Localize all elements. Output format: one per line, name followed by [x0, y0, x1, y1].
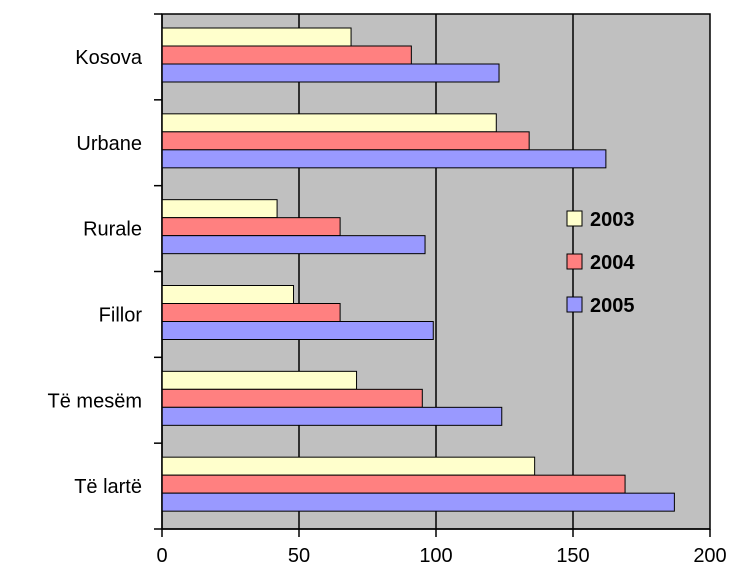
legend-swatch-2005 — [566, 296, 583, 313]
gridlines — [298, 14, 574, 529]
category-labels: Kosova Urbane Rurale Fillor Të mesëm Të lartë — [48, 47, 143, 498]
bar-3-2003 — [161, 199, 278, 219]
bar-6-2005 — [161, 492, 675, 512]
category-label: Të lartë — [74, 476, 142, 498]
category-label: Kosova — [75, 47, 143, 69]
category-label: Rurale — [83, 219, 142, 241]
tick-labels: 0 50 100 150 200 — [156, 545, 726, 567]
x-tick-label: 100 — [419, 545, 452, 567]
bar-2-2005 — [161, 149, 607, 169]
bars — [161, 27, 675, 512]
category-label: Të mesëm — [48, 390, 142, 412]
bar-6-2003 — [161, 456, 536, 476]
bar-1-2004 — [161, 45, 412, 65]
axes — [154, 13, 711, 537]
legend-swatch-2004 — [566, 253, 583, 270]
bar-2-2003 — [161, 113, 497, 133]
legend: 2003 2004 2005 — [566, 209, 635, 317]
bar-1-2003 — [161, 27, 352, 47]
bar-4-2003 — [161, 285, 295, 304]
bar-5-2003 — [161, 370, 358, 390]
bar-5-2005 — [161, 406, 503, 426]
bar-3-2005 — [161, 235, 426, 255]
category-label: Fillor — [99, 304, 143, 326]
legend-label: 2004 — [590, 252, 635, 274]
legend-label: 2003 — [590, 209, 635, 231]
legend-swatch-2003 — [566, 210, 583, 227]
bar-4-2004 — [161, 303, 341, 322]
x-tick-label: 200 — [693, 545, 726, 567]
bar-6-2004 — [161, 474, 626, 494]
bar-4-2005 — [161, 321, 434, 340]
x-tick-label: 150 — [556, 545, 589, 567]
bar-3-2004 — [161, 217, 341, 237]
x-tick-label: 50 — [288, 545, 310, 567]
bar-5-2004 — [161, 388, 423, 408]
legend-label: 2005 — [590, 295, 635, 317]
x-tick-label: 0 — [156, 545, 167, 567]
bar-1-2005 — [161, 63, 500, 83]
bar-2-2004 — [161, 131, 530, 151]
category-label: Urbane — [76, 133, 142, 155]
